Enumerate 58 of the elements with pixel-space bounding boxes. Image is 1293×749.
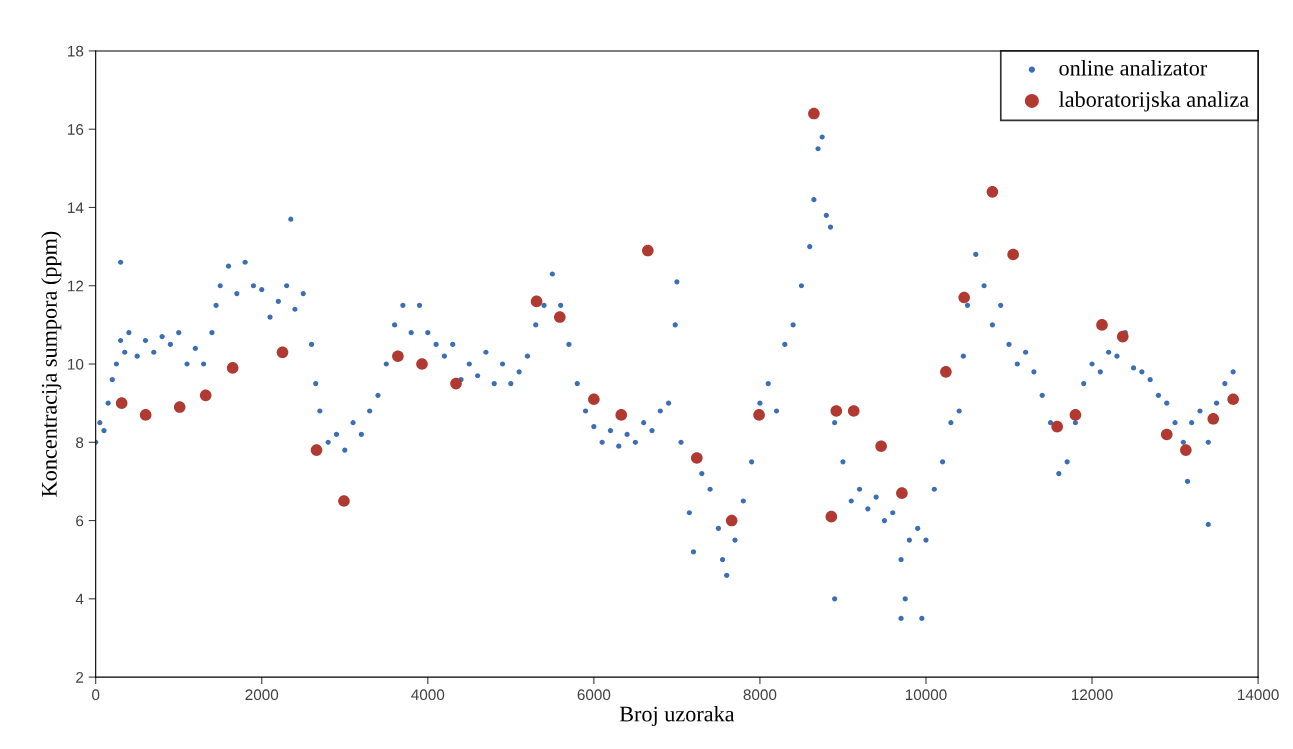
x-tick-label: 0	[92, 689, 100, 701]
point	[642, 244, 654, 257]
point	[530, 295, 543, 308]
point	[1160, 428, 1173, 441]
y-tick-label: 8	[76, 437, 84, 448]
point	[416, 358, 428, 370]
x-tick-label: 12000	[1071, 689, 1113, 701]
point	[1227, 393, 1239, 406]
point	[830, 405, 843, 417]
point	[847, 405, 860, 417]
point	[115, 397, 128, 409]
y-axis-title: Koncentracija sumpora (ppm)	[41, 231, 62, 497]
point	[940, 366, 952, 378]
point	[808, 107, 820, 120]
point	[310, 444, 323, 456]
point	[338, 495, 350, 507]
point	[139, 409, 152, 421]
point	[1096, 319, 1108, 331]
y-tick-label: 18	[68, 45, 84, 57]
point	[725, 514, 738, 527]
point	[825, 510, 838, 523]
point	[753, 409, 765, 421]
x-axis-title: Broj uzoraka	[619, 705, 735, 727]
point	[1007, 248, 1019, 261]
x-tick-label: 10000	[905, 689, 947, 701]
x-tick-label: 8000	[743, 689, 777, 701]
legend-label: laboratorijska analiza	[1058, 91, 1249, 112]
point	[199, 389, 212, 402]
point	[691, 452, 703, 464]
point	[1180, 444, 1192, 456]
y-tick-label: 2	[76, 671, 84, 683]
point	[875, 440, 887, 453]
x-tick-label: 14000	[1238, 689, 1279, 701]
legend-label: online analizator	[1059, 59, 1208, 76]
point	[450, 377, 462, 390]
point	[1051, 420, 1063, 433]
point	[958, 291, 970, 304]
point	[986, 186, 999, 198]
point	[896, 487, 908, 499]
x-tick-label: 2000	[245, 689, 279, 701]
y-tick-label: 6	[76, 515, 84, 527]
point	[1069, 409, 1082, 421]
point	[1207, 412, 1220, 425]
point	[588, 393, 600, 406]
y-tick-label: 14	[68, 202, 84, 214]
x-tick-label: 4000	[411, 689, 445, 701]
y-tick-label: 16	[68, 124, 84, 135]
y-tick-label: 12	[68, 280, 84, 292]
x-tick-label: 6000	[577, 689, 611, 701]
point	[554, 311, 566, 323]
point	[276, 346, 289, 359]
point	[392, 350, 404, 362]
point	[226, 362, 239, 374]
y-tick-label: 4	[75, 593, 84, 605]
point	[173, 401, 186, 413]
point	[1116, 330, 1129, 343]
point	[615, 409, 628, 421]
y-tick-label: 10	[68, 358, 84, 370]
